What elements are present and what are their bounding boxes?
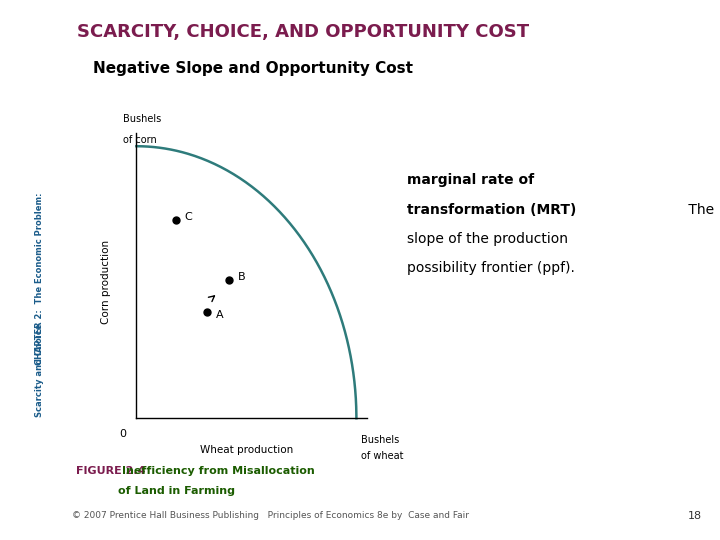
- Text: Scarcity and Choice: Scarcity and Choice: [35, 323, 45, 416]
- Text: Wheat production: Wheat production: [199, 446, 293, 455]
- Text: The: The: [684, 202, 714, 217]
- Text: A: A: [215, 310, 223, 320]
- Text: transformation (MRT): transformation (MRT): [407, 202, 576, 217]
- Text: Inefficiency from Misallocation: Inefficiency from Misallocation: [122, 466, 315, 476]
- Text: C: C: [185, 212, 192, 222]
- Text: of Land in Farming: of Land in Farming: [118, 487, 235, 496]
- Text: 0: 0: [120, 429, 127, 439]
- Text: Bushels: Bushels: [361, 435, 399, 444]
- Text: CHAPTER 2:  The Economic Problem:: CHAPTER 2: The Economic Problem:: [35, 193, 45, 366]
- Text: Negative Slope and Opportunity Cost: Negative Slope and Opportunity Cost: [93, 61, 413, 76]
- Text: of corn: of corn: [123, 136, 157, 145]
- Text: marginal rate of: marginal rate of: [407, 173, 534, 187]
- Text: 18: 18: [688, 511, 702, 521]
- Text: possibility frontier (ppf).: possibility frontier (ppf).: [407, 261, 575, 275]
- Text: Bushels: Bushels: [123, 113, 161, 124]
- Text: B: B: [238, 272, 246, 282]
- Text: © 2007 Prentice Hall Business Publishing   Principles of Economics 8e by  Case a: © 2007 Prentice Hall Business Publishing…: [72, 511, 469, 520]
- Text: Corn production: Corn production: [101, 240, 111, 325]
- Text: of wheat: of wheat: [361, 451, 403, 461]
- Text: slope of the production: slope of the production: [407, 232, 568, 246]
- Text: FIGURE 2.4: FIGURE 2.4: [76, 466, 145, 476]
- Text: SCARCITY, CHOICE, AND OPPORTUNITY COST: SCARCITY, CHOICE, AND OPPORTUNITY COST: [77, 23, 529, 41]
